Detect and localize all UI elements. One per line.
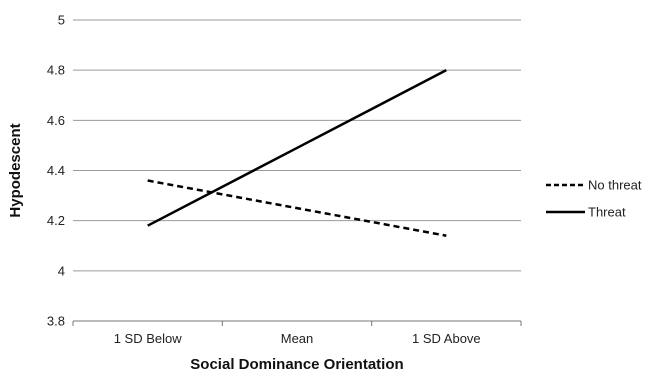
gridlines (73, 19, 521, 272)
y-tick-label-1: 4 (58, 263, 65, 278)
legend: No threat Threat (546, 178, 642, 220)
legend-label-1: Threat (588, 205, 626, 220)
x-axis-title: Social Dominance Orientation (190, 356, 403, 373)
y-tick-label-2: 4.2 (47, 213, 65, 228)
series-line-threat (147, 69, 447, 227)
y-tick-label-0: 3.8 (47, 314, 65, 329)
legend-label-0: No threat (588, 178, 642, 193)
y-tick-label-5: 4.8 (47, 63, 65, 78)
x-tick-label-0: 1 SD Below (114, 331, 183, 346)
y-tick-labels: 3.8 4 4.2 4.4 4.6 4.8 5 (47, 13, 65, 329)
y-tick-label-6: 5 (58, 13, 65, 28)
series-lines (147, 69, 447, 237)
x-tick-label-2: 1 SD Above (412, 331, 481, 346)
series-line-no-threat (147, 179, 447, 237)
x-tick-label-1: Mean (281, 331, 314, 346)
y-tick-label-3: 4.4 (47, 163, 65, 178)
y-tick-label-4: 4.6 (47, 113, 65, 128)
axes (72, 320, 522, 326)
y-axis-title: Hypodescent (7, 123, 24, 217)
x-tick-labels: 1 SD Below Mean 1 SD Above (114, 331, 481, 346)
